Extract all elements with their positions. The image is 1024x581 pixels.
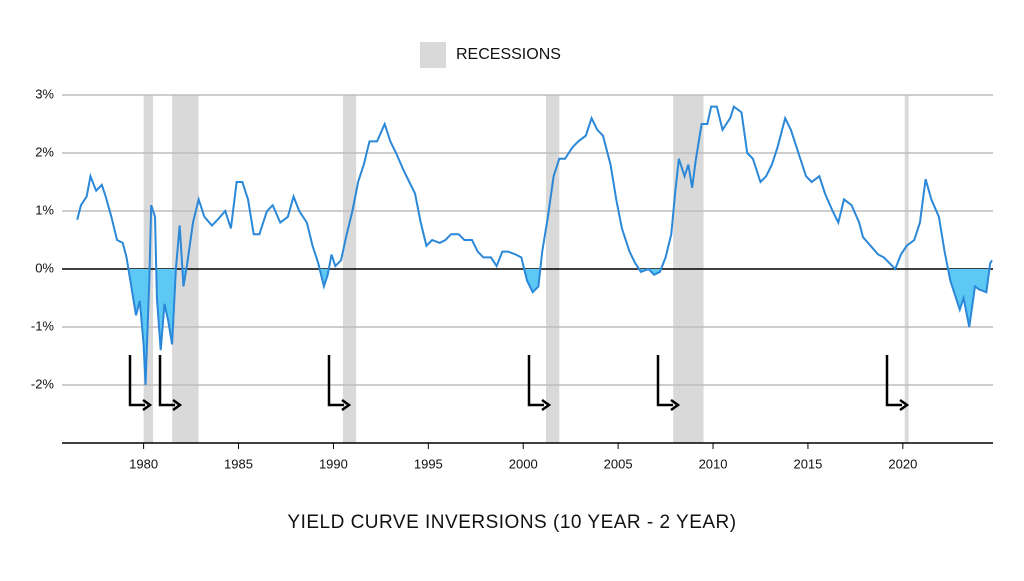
arrow [158,355,183,412]
arrow [327,355,352,412]
y-tick-label: 0% [35,260,54,275]
chart-title: YIELD CURVE INVERSIONS (10 YEAR - 2 YEAR… [287,512,736,533]
legend-swatch [420,42,446,68]
y-tick-label: -2% [31,376,55,391]
x-tick-label: 2000 [509,456,538,471]
arrow [527,355,552,412]
arrow [656,355,681,412]
y-tick-label: -1% [31,318,55,333]
x-tick-label: 1980 [129,456,158,471]
inversion-area [77,269,993,385]
x-tick-label: 2010 [699,456,728,471]
y-tick-label: 3% [35,86,54,101]
x-tick-label: 2020 [888,456,917,471]
x-tick-label: 1985 [224,456,253,471]
arrow [128,355,153,412]
x-tick-label: 1995 [414,456,443,471]
spread-line [76,104,993,386]
x-tick-label: 2005 [604,456,633,471]
x-tick-label: 1990 [319,456,348,471]
y-tick-label: 1% [35,202,54,217]
x-tick-label: 2015 [793,456,822,471]
legend-label: RECESSIONS [456,46,561,63]
inversion-arrows [128,355,910,412]
y-tick-label: 2% [35,144,54,159]
arrow [885,355,910,412]
